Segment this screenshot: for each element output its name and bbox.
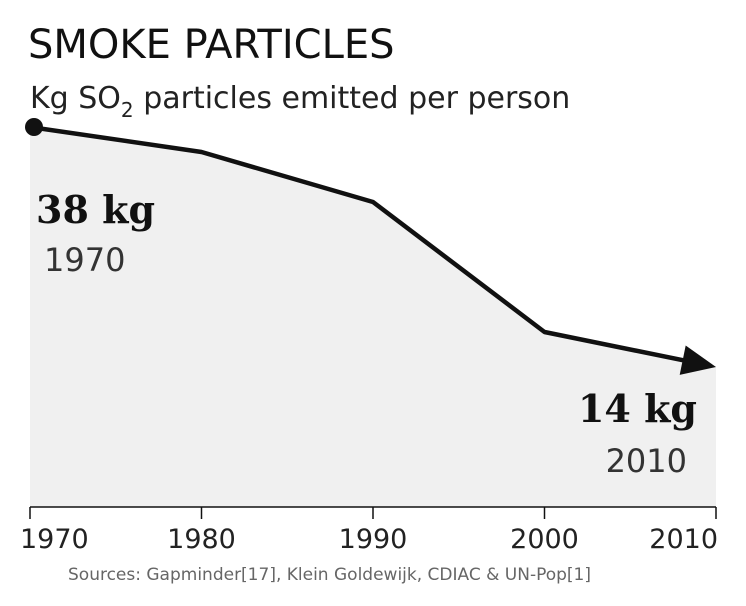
start-dot-marker [25,118,43,136]
x-tick-label: 2010 [649,524,718,555]
x-tick-label: 2000 [510,524,579,555]
source-note: Sources: Gapminder[17], Klein Goldewijk,… [68,565,591,585]
subtitle-suffix: particles emitted per person [134,81,571,116]
end-arrow-marker [679,345,716,375]
end-value-label: 14 kg [578,386,697,431]
subtitle-subscript: 2 [121,98,134,122]
x-tick-label: 1970 [20,524,89,555]
start-value-label: 38 kg [36,187,155,232]
chart-title: SMOKE PARTICLES [28,22,395,68]
end-year-label: 2010 [606,442,687,480]
series-line [27,124,687,363]
subtitle-prefix: Kg SO [30,81,121,116]
area-fill [30,127,716,507]
plot-area: 1970 1980 1990 2000 2010 [20,118,718,555]
x-tick-label: 1990 [339,524,408,555]
start-year-label: 1970 [44,241,125,279]
chart-subtitle: Kg SO2 particles emitted per person [30,81,570,122]
x-tick-label: 1980 [167,524,236,555]
